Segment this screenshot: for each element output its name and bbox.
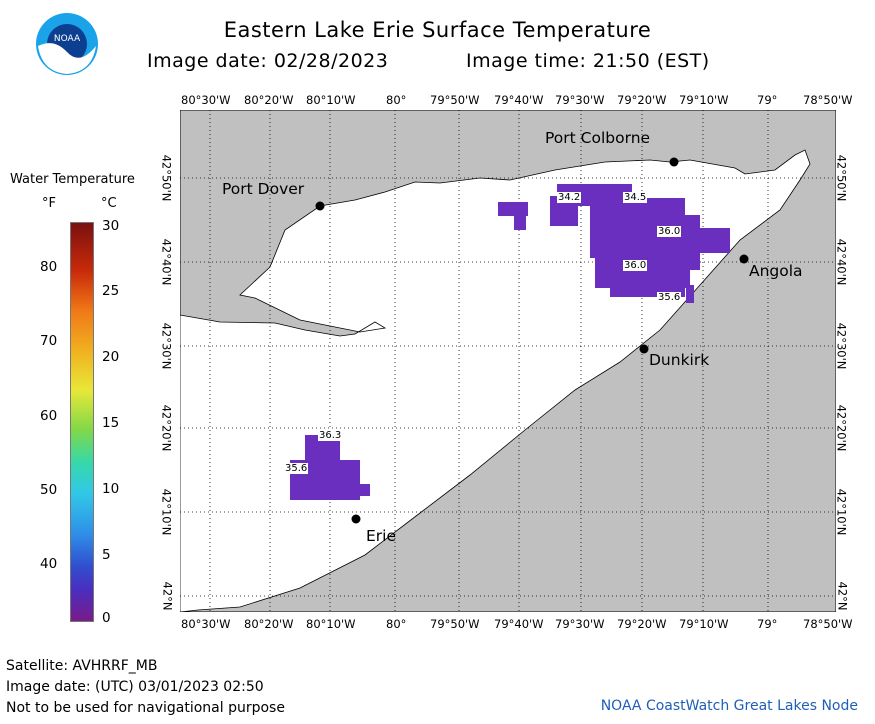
port-colborne-dot xyxy=(669,157,679,167)
utc-date-text: Image date: (UTC) 03/01/2023 02:50 xyxy=(6,679,264,695)
lon-label-top: 80°30'W xyxy=(181,93,231,107)
lon-label-bottom: 79°10'W xyxy=(679,617,729,631)
page-title: Eastern Lake Erie Surface Temperature xyxy=(223,18,652,42)
lon-label-top: 80° xyxy=(386,93,407,107)
c-tick: 30 xyxy=(102,218,120,234)
f-tick: 70 xyxy=(40,333,58,349)
lon-label-top: 79°40'W xyxy=(494,93,544,107)
c-tick: 20 xyxy=(102,349,120,365)
temp-label: 35.6 xyxy=(657,292,682,303)
temp-label: 36.0 xyxy=(657,226,682,237)
c-tick: 0 xyxy=(102,610,111,626)
legend-title: Water Temperature xyxy=(10,172,135,187)
angola-dot xyxy=(739,254,749,264)
lon-label-bottom: 78°50'W xyxy=(803,617,853,631)
graticule xyxy=(180,110,836,612)
noaa-credit: NOAA CoastWatch Great Lakes Node xyxy=(600,698,858,714)
lon-label-top: 79°30'W xyxy=(555,93,605,107)
city-markers xyxy=(315,157,749,524)
lon-label-top: 80°20'W xyxy=(244,93,294,107)
erie-dot xyxy=(351,514,361,524)
c-tick: 10 xyxy=(102,481,120,497)
temp-label: 36.0 xyxy=(623,260,648,271)
lon-label-bottom: 79°50'W xyxy=(430,617,480,631)
lon-label-top: 79°10'W xyxy=(679,93,729,107)
c-tick: 25 xyxy=(102,283,120,299)
place-port-colborne: Port Colborne xyxy=(545,129,651,147)
lon-label-top: 79°50'W xyxy=(430,93,480,107)
satellite-text: Satellite: AVHRRF_MB xyxy=(6,658,158,674)
place-erie: Erie xyxy=(366,527,397,545)
dunkirk-dot xyxy=(639,344,649,354)
logo-text: NOAA xyxy=(54,34,81,44)
port-dover-dot xyxy=(315,201,325,211)
place-dunkirk: Dunkirk xyxy=(649,351,710,369)
lon-label-bottom: 80°30'W xyxy=(181,617,231,631)
lat-label-left: 42°10'N xyxy=(159,488,174,536)
place-port-dover: Port Dover xyxy=(222,180,305,198)
f-tick: 40 xyxy=(40,556,58,572)
lon-label-bottom: 79°20'W xyxy=(617,617,667,631)
lat-label-right: 42°50'N xyxy=(834,154,849,202)
lon-label-bottom: 79°40'W xyxy=(494,617,544,631)
c-tick: 5 xyxy=(102,547,111,563)
lat-label-right: 42°N xyxy=(835,581,850,611)
lat-label-right: 42°40'N xyxy=(834,238,849,286)
map-frame xyxy=(180,110,836,612)
lon-label-top: 79°20'W xyxy=(617,93,667,107)
lat-label-left: 42°30'N xyxy=(159,322,174,370)
temp-label: 35.6 xyxy=(284,463,309,474)
lat-label-left: 42°50'N xyxy=(159,154,174,202)
lon-label-bottom: 80° xyxy=(386,617,407,631)
image-date: Image date: 02/28/2023 xyxy=(147,50,389,72)
lon-label-top: 79° xyxy=(757,93,778,107)
lat-label-left: 42°40'N xyxy=(159,238,174,286)
lon-label-bottom: 80°20'W xyxy=(244,617,294,631)
place-angola: Angola xyxy=(749,262,803,280)
temp-label: 36.3 xyxy=(318,430,343,441)
temp-label: 34.2 xyxy=(557,192,582,203)
lat-label-right: 42°30'N xyxy=(834,322,849,370)
lon-label-top: 80°10'W xyxy=(306,93,356,107)
f-tick: 80 xyxy=(40,259,58,275)
c-tick: 15 xyxy=(102,415,120,431)
lon-label-top: 78°50'W xyxy=(803,93,853,107)
lat-label-left: 42°20'N xyxy=(159,404,174,452)
f-tick: 50 xyxy=(40,482,58,498)
lat-label-right: 42°20'N xyxy=(834,404,849,452)
noaa-logo: NOAA xyxy=(36,13,98,75)
lat-label-left: 42°N xyxy=(160,581,175,611)
lon-label-bottom: 80°10'W xyxy=(306,617,356,631)
navigation-warning: Not to be used for navigational purpose xyxy=(6,700,285,716)
f-tick: 60 xyxy=(40,408,58,424)
legend-unit-f: °F xyxy=(42,196,56,211)
lon-label-bottom: 79°30'W xyxy=(555,617,605,631)
temperature-colorbar xyxy=(70,222,94,622)
temp-label: 34.5 xyxy=(623,192,648,203)
lat-label-right: 42°10'N xyxy=(834,488,849,536)
lon-label-bottom: 79° xyxy=(757,617,778,631)
image-time: Image time: 21:50 (EST) xyxy=(466,50,710,72)
legend-unit-c: °C xyxy=(101,196,117,211)
